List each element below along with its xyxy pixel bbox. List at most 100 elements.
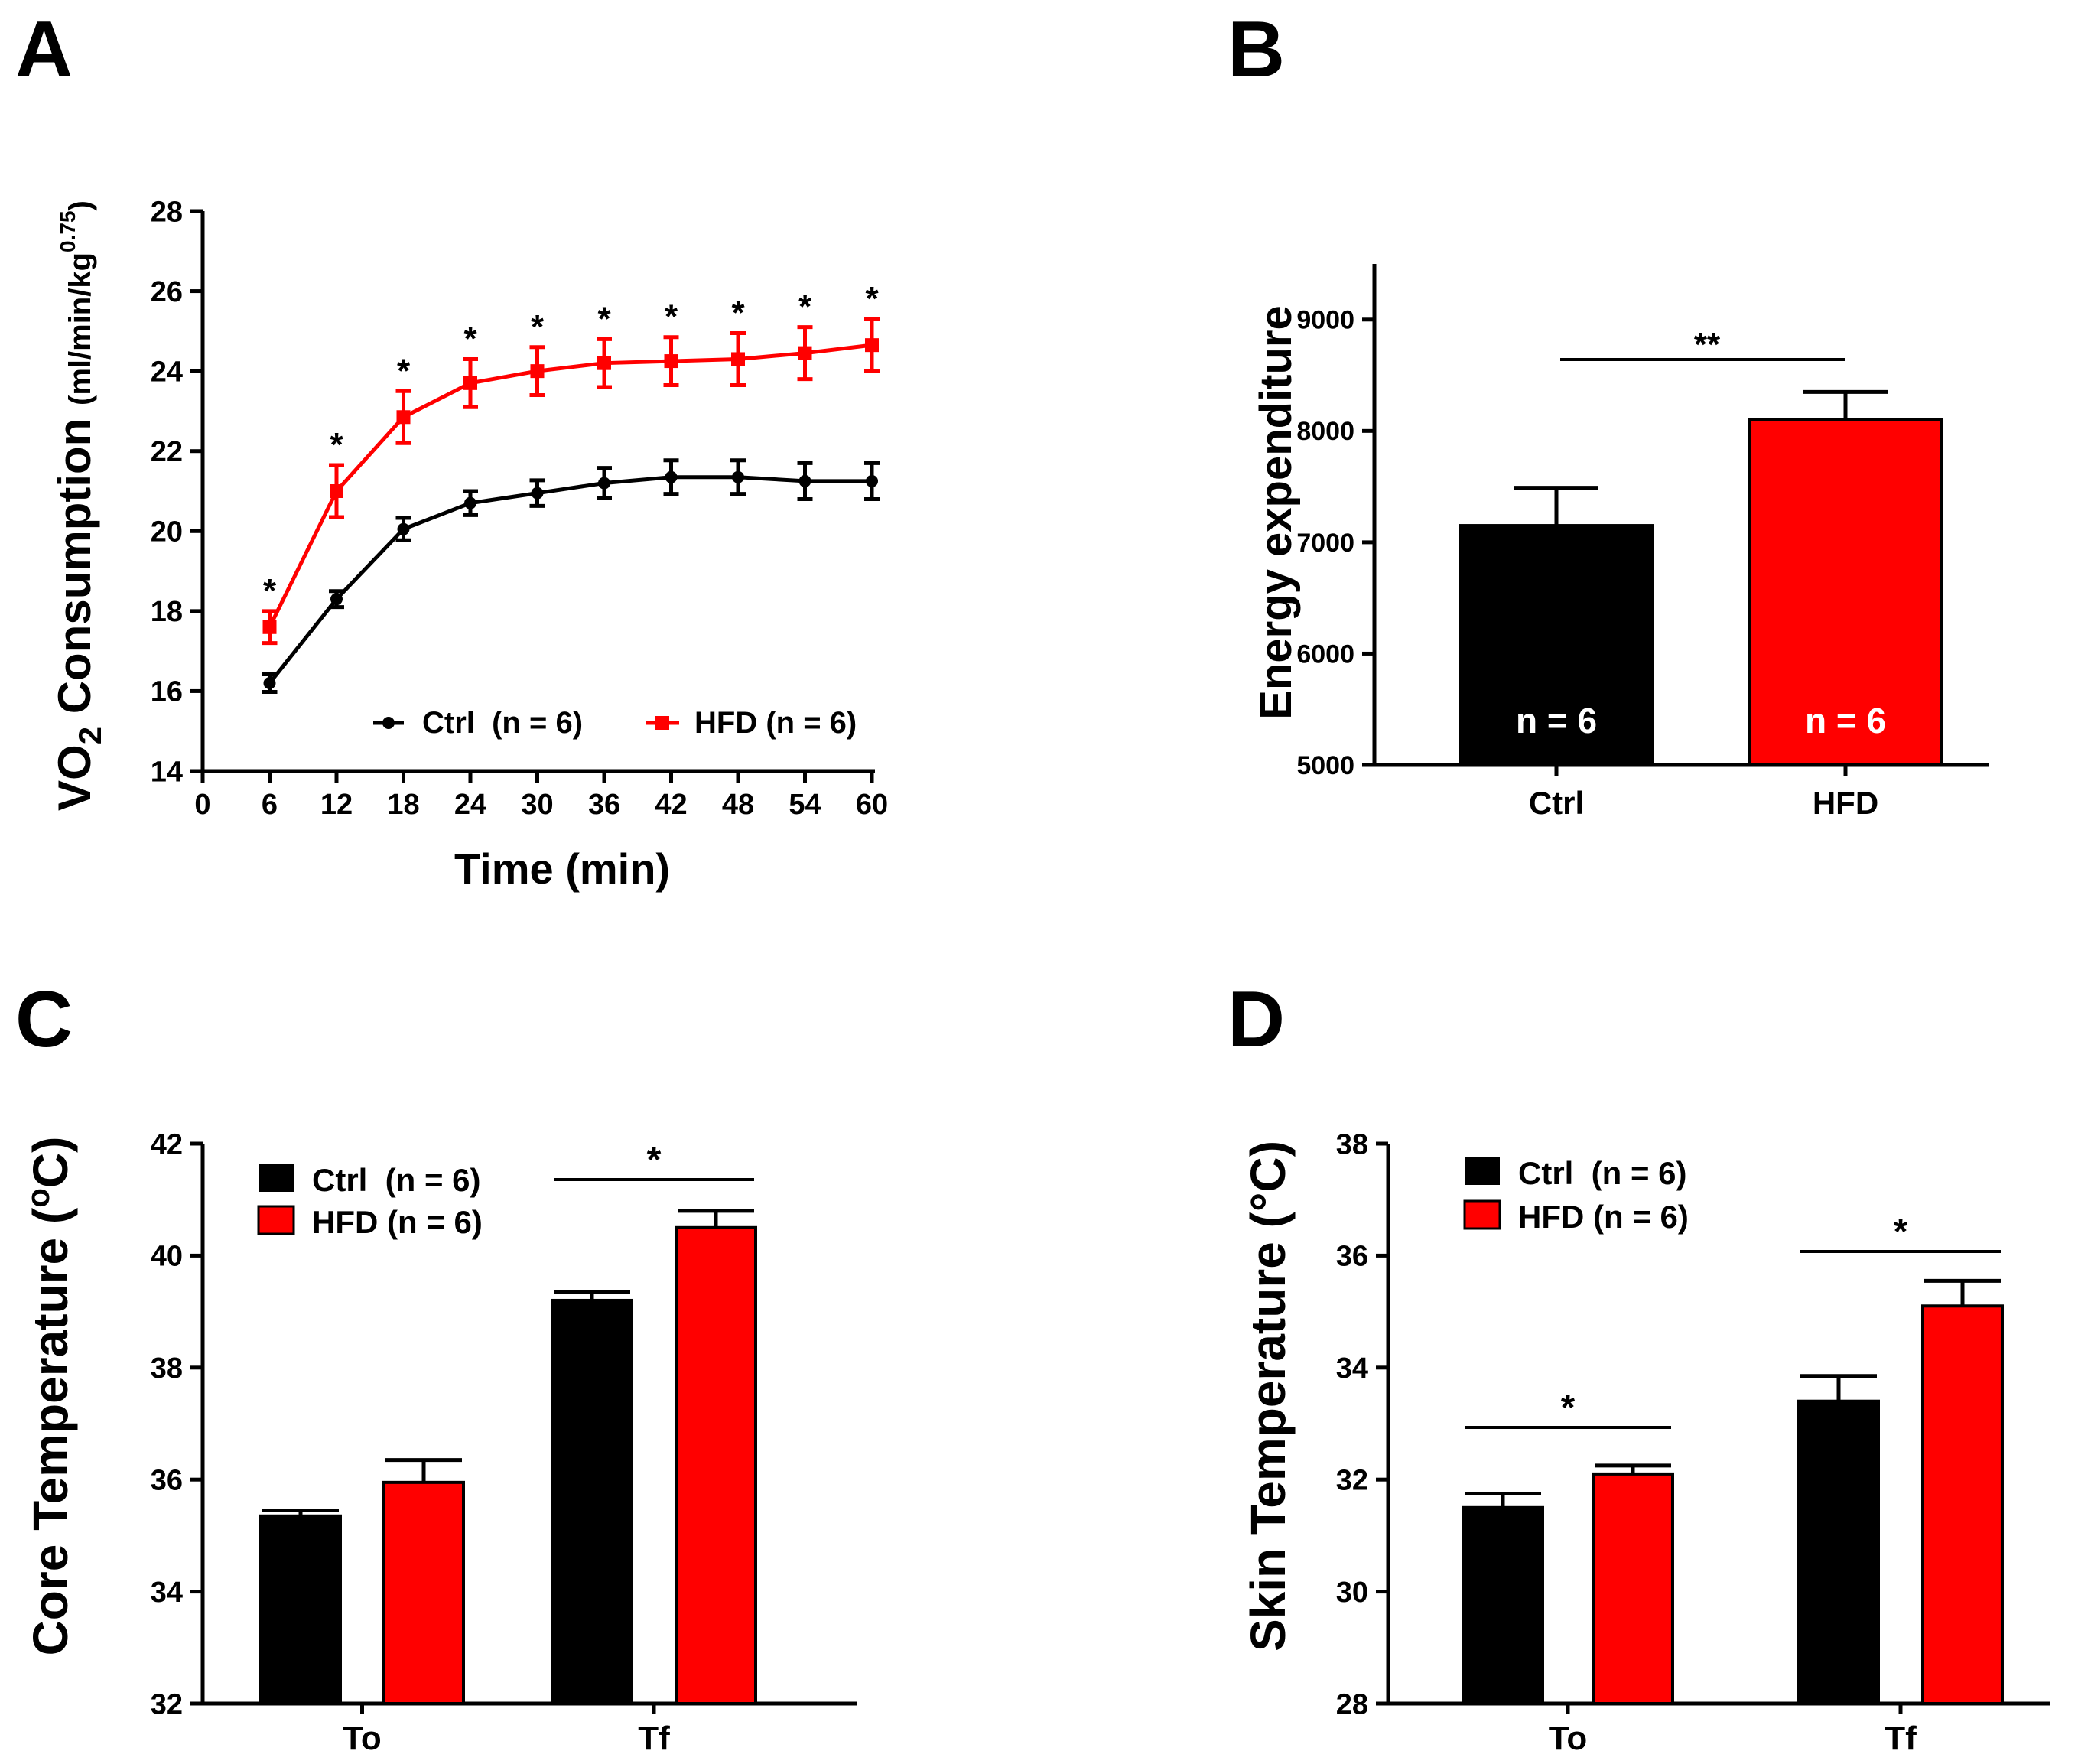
panel-a-x-tick-label: 36 — [588, 789, 620, 821]
panel-b-x-tick-label: HFD — [1813, 785, 1878, 821]
ctrl-data-point — [665, 470, 678, 483]
significance-asterisk: ** — [1694, 326, 1721, 363]
significance-asterisk: * — [798, 288, 812, 326]
panel-a-line-chart: A VO2 Consumption (ml/min/kg0.75) 14 16 18… — [15, 5, 888, 893]
panel-c-data: * — [259, 1140, 757, 1706]
panel-b-y-tick-label: 7000 — [1296, 529, 1354, 558]
significance-asterisk: * — [1561, 1388, 1576, 1428]
panel-a-letter: A — [15, 5, 73, 94]
panel-a-y-tick-label: 14 — [151, 756, 183, 788]
panel-d-x-tick-label: Tf — [1885, 1720, 1917, 1757]
legend-hfd-label: HFD (n = 6) — [1518, 1199, 1689, 1235]
significance-asterisk: * — [1894, 1212, 1908, 1252]
significance-asterisk: * — [263, 572, 277, 610]
significance-asterisk: * — [865, 280, 879, 317]
panel-b-x-tick-label: Ctrl — [1529, 785, 1584, 821]
panel-d-y-tick-label: 36 — [1336, 1241, 1368, 1273]
hfd-bar-label: n = 6 — [1805, 701, 1886, 740]
ctrl-bar — [1797, 1399, 1880, 1705]
ctrl-data-point — [330, 593, 343, 606]
panel-c-y-tick-label: 38 — [151, 1352, 183, 1385]
panel-d-y-tick-label: 30 — [1336, 1577, 1368, 1609]
significance-asterisk: * — [665, 298, 678, 336]
panel-a-x-tick-label: 18 — [387, 789, 419, 821]
panel-a-xlabel: Time (min) — [454, 845, 670, 893]
panel-a-x-tick-label: 30 — [521, 789, 553, 821]
panel-a-x-tick-label: 0 — [194, 789, 210, 821]
hfd-data-point — [798, 346, 812, 360]
hfd-data-point — [463, 376, 477, 390]
legend-ctrl-marker — [382, 717, 395, 729]
panel-d-y-tick-label: 34 — [1336, 1352, 1368, 1385]
panel-a-x-tick-label: 60 — [856, 789, 888, 821]
ctrl-bar — [1462, 1505, 1544, 1706]
ctrl-data-point — [464, 496, 476, 509]
panel-a-y-tick-label: 18 — [151, 596, 183, 628]
ctrl-data-point — [866, 474, 878, 487]
panel-c-y-tick-label: 34 — [151, 1577, 183, 1609]
hfd-bar — [1921, 1304, 2004, 1705]
panel-a-y-tick-label: 20 — [151, 516, 183, 548]
panel-c-x-tick-label: To — [343, 1720, 382, 1757]
panel-d-axes: 28 30 32 34 36 38 To Tf — [1336, 1128, 2050, 1757]
panel-c-y-tick-label: 40 — [151, 1241, 183, 1273]
panel-d-letter: D — [1228, 975, 1285, 1064]
significance-asterisk: * — [531, 308, 545, 346]
ctrl-bar — [551, 1298, 633, 1705]
panel-a-legend: Ctrl (n = 6) HFD (n = 6) — [373, 706, 857, 740]
panel-c-bar-chart: C Core Temperature (oC) 32 34 36 38 40 42 To Tf… — [15, 975, 857, 1757]
panel-a-x-tick-label: 42 — [655, 789, 687, 821]
significance-asterisk: * — [647, 1140, 662, 1180]
panel-b-y-tick-label: 9000 — [1296, 306, 1354, 335]
legend-ctrl-label: Ctrl (n = 6) — [1518, 1155, 1687, 1191]
hfd-data-point — [597, 356, 611, 370]
panel-a-x-tick-label: 12 — [320, 789, 353, 821]
panel-a-axes: 14 16 18 20 22 24 26 28 0 6 12 18 24 30 36 42 48 54 60 — [151, 196, 888, 821]
ctrl-bar — [1459, 524, 1654, 766]
ctrl-data-point — [798, 474, 811, 487]
panel-d-x-tick-label: To — [1549, 1720, 1588, 1757]
significance-asterisk: * — [397, 352, 411, 389]
hfd-data-point — [865, 338, 879, 353]
panel-b-ylabel: Energy expenditure — [1251, 305, 1301, 719]
hfd-data-point — [664, 354, 678, 369]
legend-ctrl-swatch — [1465, 1157, 1500, 1185]
panel-d-y-tick-label: 38 — [1336, 1128, 1368, 1160]
panel-a-y-tick-label: 22 — [151, 436, 183, 468]
hfd-bar — [382, 1480, 465, 1705]
panel-a-x-tick-label: 24 — [454, 789, 486, 821]
panel-c-y-tick-label: 32 — [151, 1688, 183, 1720]
significance-asterisk: * — [463, 320, 477, 357]
hfd-bar — [1592, 1472, 1674, 1705]
panel-a-x-tick-label: 48 — [722, 789, 754, 821]
panel-b-letter: B — [1228, 5, 1285, 94]
panel-a-y-tick-label: 16 — [151, 676, 183, 708]
panel-c-letter: C — [15, 975, 73, 1064]
hfd-series-line — [268, 343, 873, 628]
ctrl-data-point — [732, 470, 744, 483]
hfd-data-point — [731, 352, 745, 366]
legend-hfd-swatch — [1463, 1199, 1501, 1230]
hfd-data-point — [530, 364, 545, 379]
ctrl-data-point — [263, 676, 276, 689]
panel-c-ylabel: Core Temperature (oC) — [20, 1137, 78, 1656]
hfd-data-point — [262, 620, 277, 634]
legend-hfd-label: HFD (n = 6) — [694, 706, 857, 740]
panel-c-y-tick-label: 42 — [151, 1128, 183, 1160]
ctrl-data-point — [397, 522, 410, 535]
panel-d-ylabel: Skin Temperature (°C) — [1241, 1141, 1296, 1652]
legend-hfd-label: HFD (n = 6) — [312, 1204, 483, 1240]
panel-c-y-tick-label: 36 — [151, 1465, 183, 1497]
panel-a-y-tick-label: 24 — [151, 356, 183, 388]
ctrl-data-point — [598, 477, 610, 490]
panel-d-y-tick-label: 32 — [1336, 1465, 1368, 1497]
panel-a-y-tick-label: 28 — [151, 196, 183, 228]
significance-asterisk: * — [330, 426, 343, 464]
panel-a-y-tick-label: 26 — [151, 276, 183, 308]
panel-d-y-tick-label: 28 — [1336, 1688, 1368, 1720]
panel-c-legend: Ctrl (n = 6) HFD (n = 6) — [257, 1162, 483, 1240]
panel-a-x-tick-label: 6 — [262, 789, 278, 821]
legend-ctrl-label: Ctrl (n = 6) — [312, 1162, 481, 1198]
legend-ctrl-swatch — [259, 1164, 294, 1192]
